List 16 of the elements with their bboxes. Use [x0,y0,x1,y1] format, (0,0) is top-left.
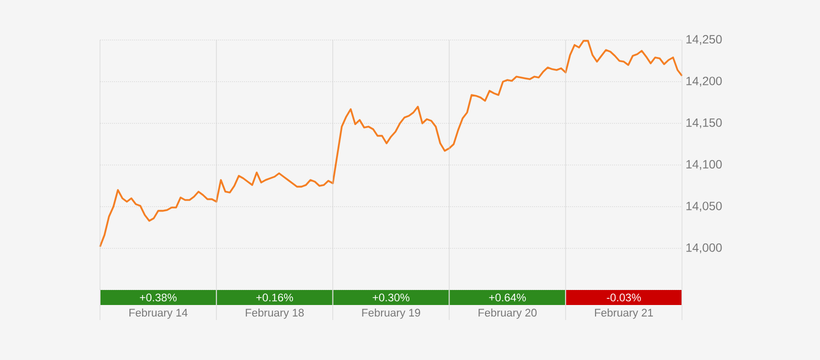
x-tick-label: February 19 [362,308,420,319]
data-label: +0.64% [489,294,526,302]
y-tick-label: 14,100 [686,160,722,170]
y-tick-label: 14,000 [686,243,722,254]
x-tick-label: February 18 [246,308,304,319]
y-tick-label: 14,050 [686,202,722,212]
data-label: -0.03% [606,294,641,302]
x-tick-label: February 14 [129,308,188,319]
data-label: +0.16% [256,294,294,302]
data-label: +0.30% [372,294,410,302]
y-tick-label: 14,250 [686,35,722,45]
x-tick-label: February 20 [478,308,537,319]
y-tick-label: 14,150 [686,118,722,128]
x-tick-label: February 21 [595,308,653,319]
data-label: +0.38% [140,294,177,302]
y-tick-label: 14,200 [686,76,722,87]
